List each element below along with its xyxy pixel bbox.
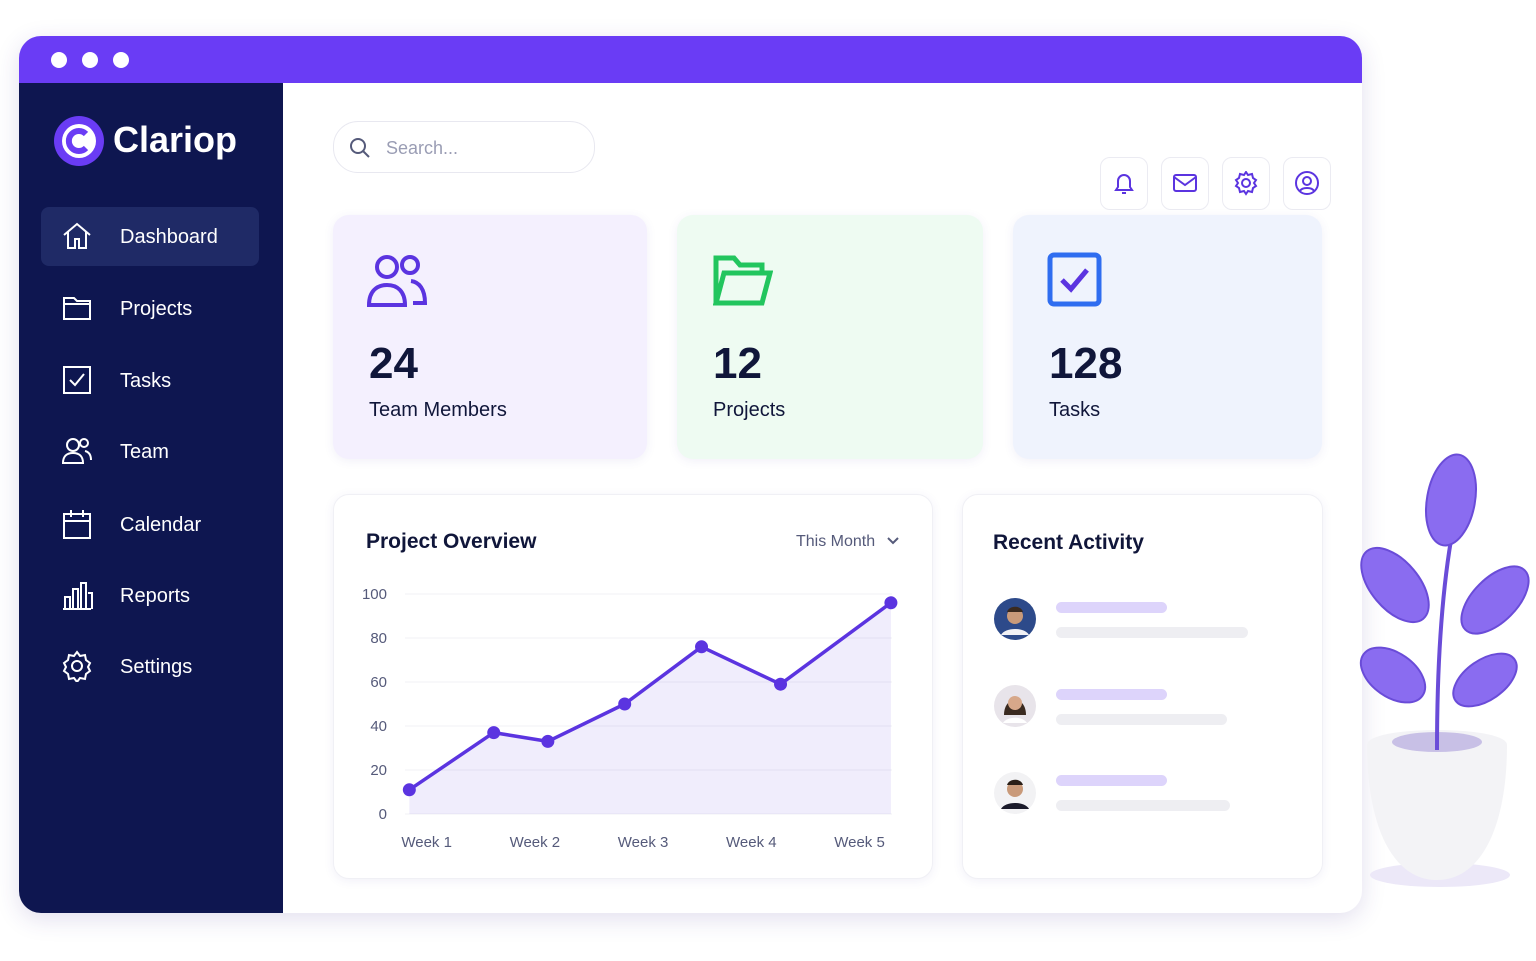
settings-button[interactable]: [1222, 157, 1270, 210]
nav-label: Reports: [120, 585, 191, 607]
nav-item[interactable]: Tasks: [41, 351, 259, 410]
title-bar: [19, 36, 1362, 83]
brand: Clariop: [113, 119, 238, 160]
stat-label: Projects: [713, 399, 786, 421]
data-point: [402, 783, 416, 797]
stat-card: 128 Tasks: [1013, 215, 1322, 459]
y-tick-label: 60: [370, 674, 387, 691]
skeleton-line: [1056, 800, 1230, 811]
nav-label: Tasks: [120, 370, 172, 392]
nav-item[interactable]: Dashboard: [41, 207, 259, 266]
nav-item[interactable]: Team: [41, 422, 259, 481]
y-tick-label: 100: [362, 586, 387, 603]
profile-button[interactable]: [1283, 157, 1331, 210]
line-chart: 0 20 40 60 80 100 Week 1 Week 2 Week 3 Week 4 Week…: [362, 586, 898, 851]
activity-title: Recent Activity: [993, 531, 1144, 554]
activity-card: Recent Activity: [962, 494, 1323, 879]
skeleton-line: [1056, 689, 1167, 700]
data-point: [541, 734, 555, 748]
period-label: This Month: [796, 533, 876, 550]
skeleton-line: [1056, 714, 1227, 725]
x-tick-label: Week 1: [401, 834, 452, 851]
stat-value: 128: [1049, 339, 1123, 388]
window-dot: [113, 52, 129, 68]
skeleton-line: [1056, 602, 1167, 613]
nav-label: Projects: [120, 298, 193, 320]
nav-item[interactable]: Projects: [41, 279, 259, 338]
nav-item[interactable]: Calendar: [41, 495, 259, 554]
skeleton-line: [1056, 627, 1248, 638]
data-point: [618, 697, 632, 711]
data-point: [884, 596, 898, 610]
area-fill: [409, 602, 891, 814]
chart-card: Project Overview This Month: [333, 494, 933, 879]
stat-value: 12: [713, 339, 762, 388]
task-icon: [1047, 252, 1102, 307]
stat-value: 24: [369, 339, 418, 388]
nav-label: Dashboard: [120, 226, 218, 248]
search-box[interactable]: Search...: [333, 121, 595, 173]
team-icon: [367, 255, 428, 307]
nav-item[interactable]: Reports: [41, 566, 259, 625]
y-tick-label: 0: [379, 806, 387, 823]
window-dot: [82, 52, 98, 68]
folder-icon: [713, 255, 773, 306]
stat-label: Team Members: [369, 399, 507, 421]
sidebar: Clariop Dashboard Projects Tasks Team Ca…: [19, 83, 283, 913]
app-window: Clariop Dashboard Projects Tasks Team Ca…: [19, 36, 1362, 913]
plant-decoration: [1359, 453, 1530, 887]
data-point: [774, 677, 788, 691]
period-dropdown[interactable]: This Month: [796, 533, 900, 551]
nav-label: Team: [120, 441, 169, 463]
data-point: [695, 640, 709, 654]
nav-label: Calendar: [120, 514, 202, 536]
x-tick-label: Week 3: [618, 834, 669, 851]
window-dot: [51, 52, 67, 68]
nav-label: Settings: [120, 656, 193, 678]
mail-button[interactable]: [1161, 157, 1209, 210]
y-tick-label: 20: [370, 762, 387, 779]
logo: [54, 116, 104, 166]
skeleton-line: [1056, 775, 1167, 786]
stat-card: 24 Team Members: [333, 215, 647, 459]
search-icon: [350, 138, 370, 158]
search-placeholder: Search...: [386, 138, 459, 158]
stat-label: Tasks: [1049, 399, 1101, 421]
data-point: [487, 726, 501, 740]
chart-title: Project Overview: [366, 530, 537, 553]
avatars: [994, 598, 1036, 814]
nav-item[interactable]: Settings: [41, 637, 259, 696]
x-tick-label: Week 5: [834, 834, 885, 851]
x-tick-label: Week 4: [726, 834, 777, 851]
x-tick-label: Week 2: [510, 834, 561, 851]
y-tick-label: 80: [370, 630, 387, 647]
y-tick-label: 40: [370, 718, 387, 735]
stat-card: 12 Projects: [677, 215, 983, 459]
notification-button[interactable]: [1100, 157, 1148, 210]
